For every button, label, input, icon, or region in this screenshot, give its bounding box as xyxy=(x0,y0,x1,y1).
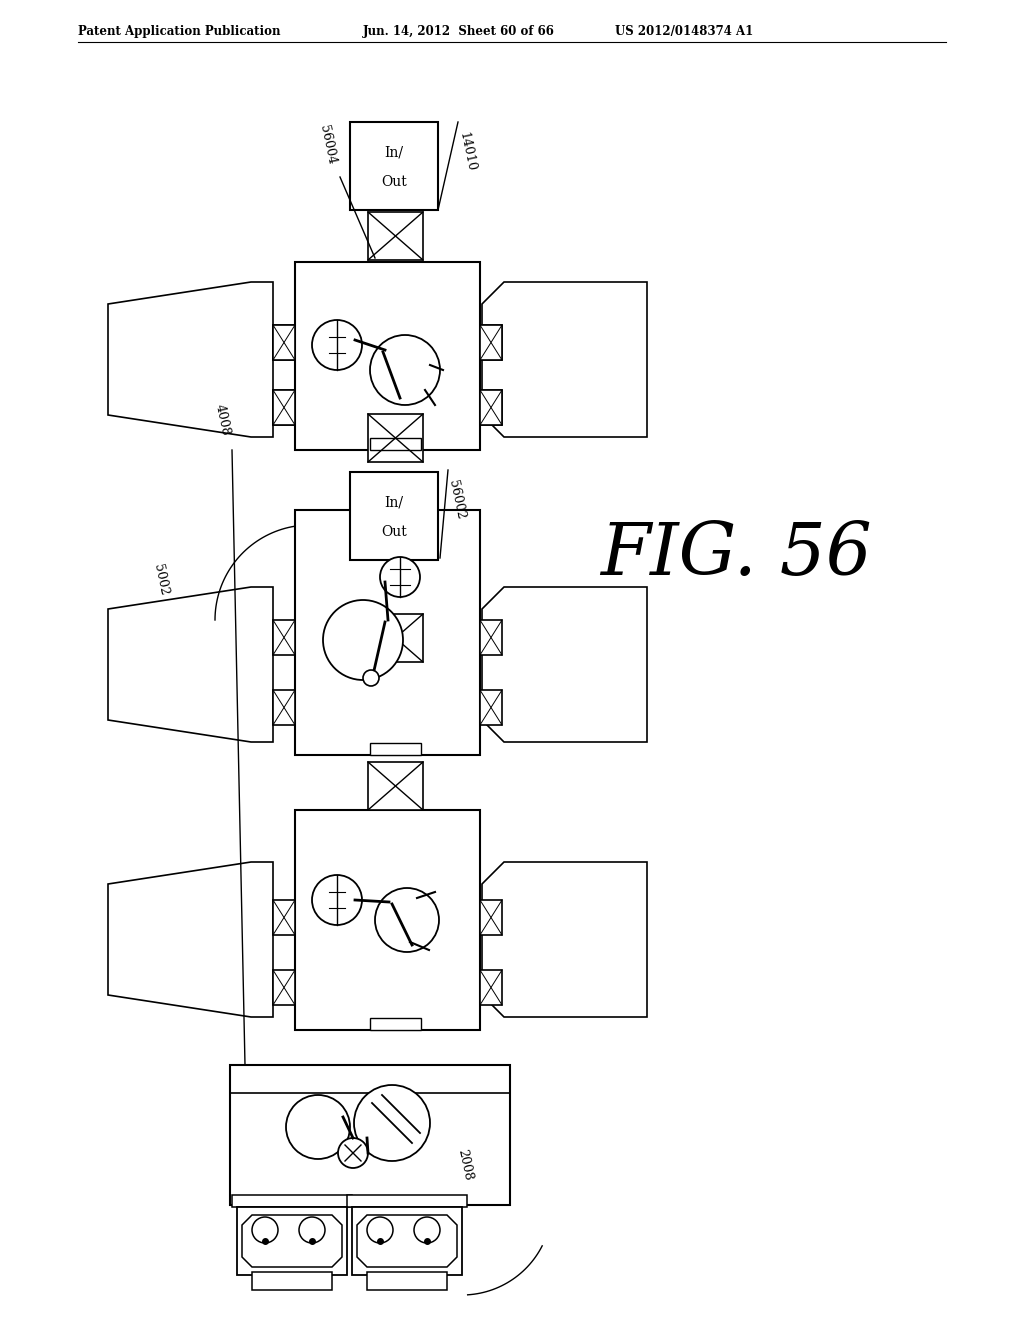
Circle shape xyxy=(367,1217,393,1243)
Bar xyxy=(273,620,295,655)
Text: 56004: 56004 xyxy=(317,124,339,166)
Bar xyxy=(480,900,502,935)
Text: 14010: 14010 xyxy=(457,131,477,173)
Circle shape xyxy=(286,1096,350,1159)
Bar xyxy=(252,1272,332,1290)
Polygon shape xyxy=(357,1214,457,1267)
Bar xyxy=(480,620,502,655)
Text: 5002: 5002 xyxy=(152,564,171,597)
Circle shape xyxy=(312,319,362,370)
Bar xyxy=(273,389,295,425)
Bar xyxy=(347,1195,467,1206)
Bar xyxy=(295,261,480,450)
Circle shape xyxy=(380,557,420,597)
Bar xyxy=(230,1065,510,1205)
Text: In/: In/ xyxy=(384,496,403,510)
Bar xyxy=(368,213,423,260)
Circle shape xyxy=(362,671,379,686)
Bar xyxy=(480,325,502,360)
Bar xyxy=(480,970,502,1005)
Bar xyxy=(480,389,502,425)
Text: Patent Application Publication: Patent Application Publication xyxy=(78,25,281,38)
Bar xyxy=(350,121,438,210)
Circle shape xyxy=(414,1217,440,1243)
Bar xyxy=(237,1206,347,1275)
Bar xyxy=(368,614,423,663)
Polygon shape xyxy=(108,282,273,437)
Bar xyxy=(273,325,295,360)
Polygon shape xyxy=(482,862,647,1016)
Bar xyxy=(480,389,502,425)
Bar xyxy=(368,762,423,810)
Bar xyxy=(368,414,423,462)
Circle shape xyxy=(375,888,439,952)
Polygon shape xyxy=(482,587,647,742)
Bar xyxy=(350,473,438,560)
Polygon shape xyxy=(482,282,647,437)
Text: 2008: 2008 xyxy=(456,1148,475,1181)
Circle shape xyxy=(323,601,403,680)
Text: US 2012/0148374 A1: US 2012/0148374 A1 xyxy=(615,25,754,38)
Bar xyxy=(480,690,502,725)
Bar xyxy=(367,1272,447,1290)
Bar xyxy=(352,1206,462,1275)
Polygon shape xyxy=(108,862,273,1016)
Circle shape xyxy=(354,1085,430,1162)
Text: Jun. 14, 2012  Sheet 60 of 66: Jun. 14, 2012 Sheet 60 of 66 xyxy=(362,25,555,38)
Polygon shape xyxy=(242,1214,342,1267)
Bar xyxy=(370,438,421,450)
Bar xyxy=(370,743,421,755)
Bar xyxy=(295,810,480,1030)
Bar xyxy=(232,1195,352,1206)
Text: Out: Out xyxy=(381,174,407,189)
Bar xyxy=(273,325,295,360)
Circle shape xyxy=(312,875,362,925)
Circle shape xyxy=(299,1217,325,1243)
Bar xyxy=(295,510,480,755)
Text: In/: In/ xyxy=(384,145,403,160)
Text: 56002: 56002 xyxy=(446,479,468,521)
Bar xyxy=(480,325,502,360)
Bar xyxy=(370,1018,421,1030)
Bar xyxy=(273,900,295,935)
Text: FIG. 56: FIG. 56 xyxy=(600,520,871,590)
Bar xyxy=(273,389,295,425)
Polygon shape xyxy=(108,587,273,742)
Bar xyxy=(273,690,295,725)
Bar xyxy=(273,970,295,1005)
Circle shape xyxy=(252,1217,278,1243)
Text: 4008: 4008 xyxy=(212,403,231,437)
Circle shape xyxy=(338,1138,368,1168)
Circle shape xyxy=(370,335,440,405)
Text: Out: Out xyxy=(381,525,407,539)
